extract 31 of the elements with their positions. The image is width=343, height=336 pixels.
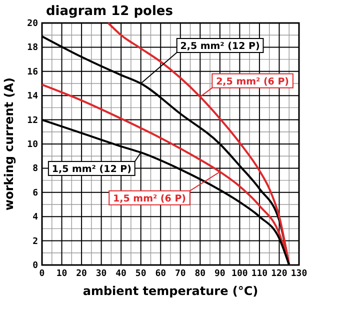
y-tick-label: 16 — [27, 67, 38, 78]
x-tick-label: 100 — [232, 269, 248, 279]
x-tick-label: 110 — [251, 269, 268, 279]
y-axis-title: working current (A) — [2, 78, 16, 210]
x-tick-label: 70 — [174, 269, 186, 279]
x-tick-label: 10 — [56, 269, 68, 279]
x-axis-title: ambient temperature (°C) — [82, 284, 258, 298]
x-tick-label: 60 — [155, 269, 166, 279]
x-tick-label: 90 — [214, 269, 226, 279]
x-tick-label: 50 — [135, 269, 146, 279]
x-tick-label: 120 — [271, 269, 288, 279]
x-tick-label: 40 — [116, 269, 126, 279]
series-label: 2,5 mm² (6 P) — [216, 76, 290, 88]
x-tick-label: 20 — [76, 269, 87, 279]
x-tick-label: 30 — [96, 269, 107, 279]
x-tick-label: 130 — [290, 269, 308, 279]
y-tick-label: 8 — [32, 164, 38, 174]
chart-title: diagram 12 poles — [46, 4, 174, 19]
y-tick-label: 12 — [27, 116, 38, 126]
y-tick-label: 2 — [32, 236, 38, 247]
y-tick-label: 4 — [32, 212, 39, 223]
text: 1,5 mm² (6 P) — [113, 193, 186, 204]
y-tick-label: 14 — [27, 92, 39, 102]
legend-label: 1,5 mm² (12 P) — [52, 164, 132, 175]
y-tick-label: 6 — [32, 188, 38, 198]
text: 2,5 mm² (12 P) — [180, 41, 260, 52]
y-tick-label: 18 — [27, 43, 38, 54]
y-tick-label: 0 — [32, 261, 38, 271]
y-tick-label: 20 — [27, 19, 38, 29]
x-tick-label: 80 — [194, 269, 206, 279]
y-tick-label: 10 — [27, 140, 38, 150]
